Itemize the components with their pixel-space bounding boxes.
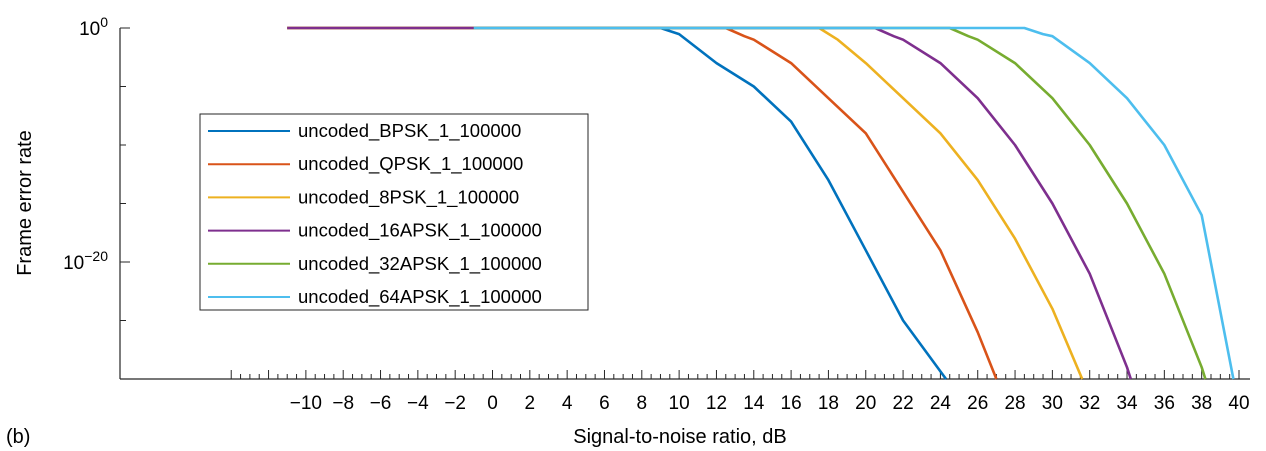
x-tick-label: 6 (599, 393, 610, 414)
legend-box (199, 113, 589, 311)
x-tick-label: 40 (1228, 393, 1249, 414)
tick-marks (120, 27, 1240, 379)
legend: uncoded_BPSK_1_100000 uncoded_QPSK_1_1000… (199, 113, 589, 311)
x-tick-label: 28 (1004, 393, 1025, 414)
x-tick-label: 14 (743, 393, 765, 414)
x-tick-label: −4 (407, 393, 429, 414)
legend-label: uncoded_8PSK_1_100000 (298, 186, 519, 208)
x-tick-label: 22 (893, 393, 914, 414)
legend-label: uncoded_16APSK_1_100000 (298, 220, 542, 242)
x-tick-label: 34 (1116, 393, 1138, 414)
series-line-uncoded_QPSK_1_100000 (287, 26, 998, 380)
series-line-uncoded_BPSK_1_100000 (287, 26, 948, 380)
y-tick-labels: 100 10−20 (63, 14, 108, 274)
series-lines (287, 26, 1235, 380)
x-tick-label: 10 (669, 393, 690, 414)
x-axis-label: Signal-to-noise ratio, dB (573, 426, 786, 448)
x-tick-label: 38 (1191, 393, 1212, 414)
x-tick-label: 24 (930, 393, 952, 414)
x-tick-labels: −10 −8 −6 −4 −2 0 2 4 6 8 10 12 14 16 18 20 22 24 26 28 30 32… (290, 393, 1250, 414)
x-tick-label: 12 (706, 393, 727, 414)
y-tick-label: 100 (79, 14, 108, 40)
y-axis-label: Frame error rate (14, 130, 36, 276)
legend-label: uncoded_BPSK_1_100000 (298, 120, 521, 142)
x-tick-label: −8 (332, 393, 354, 414)
x-tick-label: 26 (967, 393, 988, 414)
x-tick-label: 20 (855, 393, 876, 414)
series-line-uncoded_64APSK_1_100000 (473, 26, 1235, 380)
x-tick-label: 16 (781, 393, 802, 414)
legend-label: uncoded_32APSK_1_100000 (298, 253, 542, 275)
x-tick-label: 2 (525, 393, 536, 414)
x-tick-label: 36 (1154, 393, 1175, 414)
series-line-uncoded_8PSK_1_100000 (287, 26, 1084, 380)
x-tick-label: 8 (637, 393, 648, 414)
panel-label: (b) (6, 426, 30, 448)
x-tick-label: −10 (290, 393, 322, 414)
y-tick-label: 10−20 (63, 248, 108, 274)
x-tick-label: 4 (562, 393, 573, 414)
x-tick-label: 18 (818, 393, 839, 414)
series-line-uncoded_16APSK_1_100000 (287, 26, 1133, 380)
legend-label: uncoded_QPSK_1_100000 (298, 153, 523, 175)
x-tick-label: 32 (1079, 393, 1100, 414)
x-tick-label: 0 (487, 393, 498, 414)
x-tick-label: 30 (1042, 393, 1063, 414)
series-line-uncoded_32APSK_1_100000 (473, 26, 1207, 380)
x-tick-label: −6 (370, 393, 392, 414)
x-tick-label: −2 (444, 393, 466, 414)
legend-label: uncoded_64APSK_1_100000 (298, 286, 542, 308)
